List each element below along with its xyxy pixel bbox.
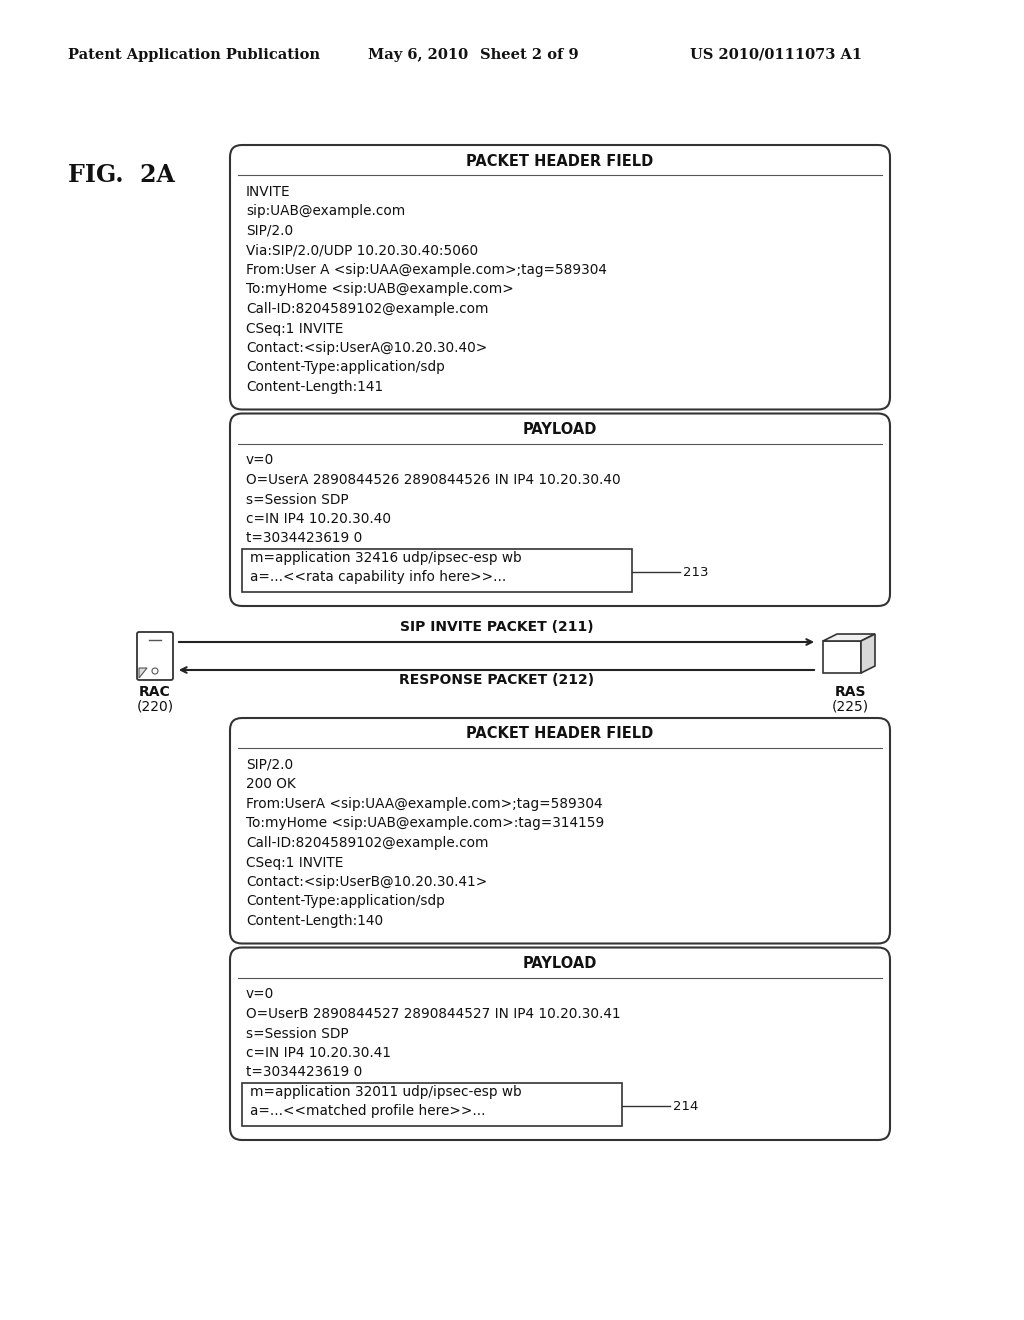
Text: RAS: RAS [835,685,865,700]
Bar [823,642,861,673]
Text: From:UserA <sip:UAA@example.com>;tag=589304: From:UserA <sip:UAA@example.com>;tag=589… [246,797,603,810]
Text: From:User A <sip:UAA@example.com>;tag=589304: From:User A <sip:UAA@example.com>;tag=58… [246,263,607,277]
Text: 200 OK: 200 OK [246,777,296,792]
Text: RESPONSE PACKET (212): RESPONSE PACKET (212) [399,673,594,686]
Text: Call-ID:8204589102@example.com: Call-ID:8204589102@example.com [246,836,488,850]
Text: PAYLOAD: PAYLOAD [523,956,597,972]
Text: 213: 213 [683,566,709,579]
Text: t=3034423619 0: t=3034423619 0 [246,1065,362,1080]
Text: (220): (220) [136,700,173,714]
Text: O=UserB 2890844527 2890844527 IN IP4 10.20.30.41: O=UserB 2890844527 2890844527 IN IP4 10.… [246,1007,621,1020]
Text: m=application 32416 udp/ipsec-esp wb: m=application 32416 udp/ipsec-esp wb [250,550,521,565]
Text: a=...<<matched profile here>>...: a=...<<matched profile here>>... [250,1105,485,1118]
Text: m=application 32011 udp/ipsec-esp wb: m=application 32011 udp/ipsec-esp wb [250,1085,521,1100]
Text: INVITE: INVITE [246,185,291,199]
Text: (225): (225) [831,700,868,714]
Circle shape [152,668,158,675]
Text: CSeq:1 INVITE: CSeq:1 INVITE [246,322,343,335]
Text: c=IN IP4 10.20.30.40: c=IN IP4 10.20.30.40 [246,512,391,525]
Text: Content-Length:141: Content-Length:141 [246,380,383,393]
Text: Contact:<sip:UserB@10.20.30.41>: Contact:<sip:UserB@10.20.30.41> [246,875,487,888]
Text: Sheet 2 of 9: Sheet 2 of 9 [480,48,579,62]
FancyBboxPatch shape [230,948,890,1140]
Text: US 2010/0111073 A1: US 2010/0111073 A1 [690,48,862,62]
Text: t=3034423619 0: t=3034423619 0 [246,532,362,545]
Text: PACKET HEADER FIELD: PACKET HEADER FIELD [466,153,653,169]
Text: c=IN IP4 10.20.30.41: c=IN IP4 10.20.30.41 [246,1045,391,1060]
Text: To:myHome <sip:UAB@example.com>: To:myHome <sip:UAB@example.com> [246,282,514,297]
Text: v=0: v=0 [246,987,274,1002]
FancyBboxPatch shape [137,632,173,680]
Text: Patent Application Publication: Patent Application Publication [68,48,319,62]
Text: Content-Type:application/sdp: Content-Type:application/sdp [246,360,444,375]
Text: Contact:<sip:UserA@10.20.30.40>: Contact:<sip:UserA@10.20.30.40> [246,341,487,355]
Text: May 6, 2010: May 6, 2010 [368,48,468,62]
Text: Content-Length:140: Content-Length:140 [246,913,383,928]
FancyBboxPatch shape [230,413,890,606]
Text: O=UserA 2890844526 2890844526 IN IP4 10.20.30.40: O=UserA 2890844526 2890844526 IN IP4 10.… [246,473,621,487]
Text: FIG.  2A: FIG. 2A [68,162,175,187]
FancyBboxPatch shape [230,145,890,409]
Polygon shape [139,668,147,678]
Text: Call-ID:8204589102@example.com: Call-ID:8204589102@example.com [246,302,488,315]
FancyBboxPatch shape [230,718,890,944]
Text: Via:SIP/2.0/UDP 10.20.30.40:5060: Via:SIP/2.0/UDP 10.20.30.40:5060 [246,243,478,257]
Text: RAC: RAC [139,685,171,700]
Text: PACKET HEADER FIELD: PACKET HEADER FIELD [466,726,653,742]
Text: v=0: v=0 [246,454,274,467]
Text: sip:UAB@example.com: sip:UAB@example.com [246,205,406,219]
Text: To:myHome <sip:UAB@example.com>:tag=314159: To:myHome <sip:UAB@example.com>:tag=3141… [246,817,604,830]
Text: Content-Type:application/sdp: Content-Type:application/sdp [246,895,444,908]
Polygon shape [823,634,874,642]
Bar [242,1082,622,1126]
Polygon shape [861,634,874,673]
Text: s=Session SDP: s=Session SDP [246,1027,348,1040]
Text: 214: 214 [673,1100,698,1113]
Text: SIP INVITE PACKET (211): SIP INVITE PACKET (211) [399,620,593,634]
Text: a=...<<rata capability info here>>...: a=...<<rata capability info here>>... [250,570,506,585]
Text: SIP/2.0: SIP/2.0 [246,224,293,238]
Text: PAYLOAD: PAYLOAD [523,422,597,437]
Text: s=Session SDP: s=Session SDP [246,492,348,507]
Text: CSeq:1 INVITE: CSeq:1 INVITE [246,855,343,870]
Bar [242,549,632,591]
Text: SIP/2.0: SIP/2.0 [246,758,293,772]
